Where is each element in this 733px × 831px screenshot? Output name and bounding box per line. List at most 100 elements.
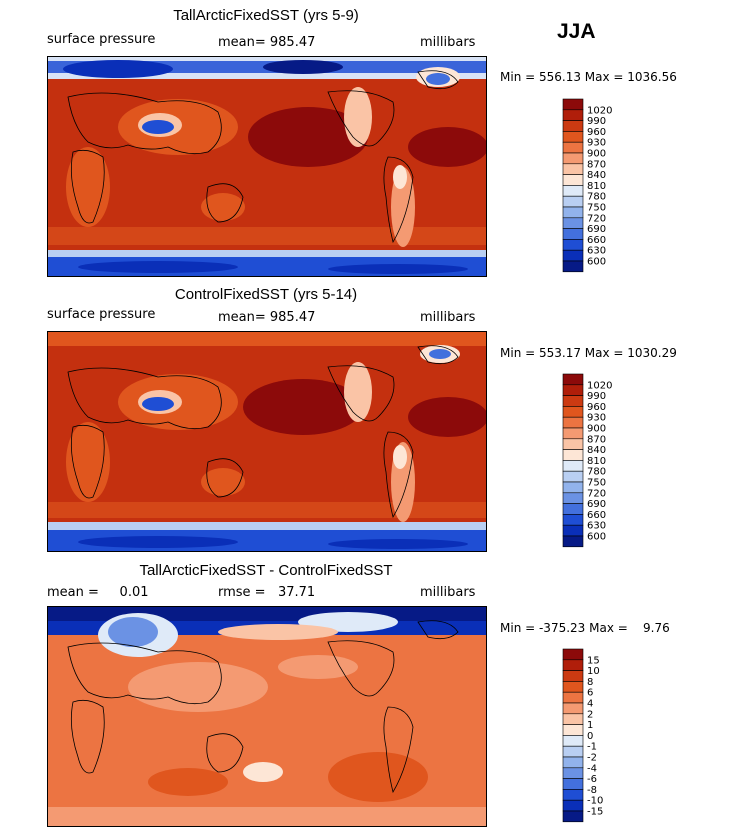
- colorbar-1-swatch: [562, 98, 584, 111]
- colorbar-3-swatch: [562, 745, 584, 758]
- colorbar-2-label: 750: [587, 478, 606, 489]
- colorbar-1-label: 900: [587, 149, 606, 160]
- colorbar-2-label: 780: [587, 467, 606, 478]
- colorbar-2-swatch: [562, 460, 584, 472]
- colorbar-3-swatch: [562, 756, 584, 769]
- colorbar-1-swatch: [562, 228, 584, 240]
- colorbar-3-swatch: [562, 789, 584, 801]
- colorbar-2-swatch: [562, 395, 584, 407]
- panel-3-mean-label: mean = 0.01: [47, 585, 149, 600]
- colorbar-3-label: 15: [587, 655, 600, 666]
- panel-2-ocean-field: [48, 332, 486, 551]
- colorbar-2-swatch: [562, 427, 584, 440]
- colorbar-2-label: 630: [587, 521, 606, 532]
- panel-2-mean-label: mean= 985.47: [218, 310, 316, 325]
- colorbar-1-label: 780: [587, 192, 606, 203]
- colorbar-3-swatch: [562, 778, 584, 790]
- colorbar-1-label: 630: [587, 246, 606, 257]
- colorbar-1-label: 600: [587, 257, 606, 268]
- colorbar-3-label: 8: [587, 677, 593, 688]
- colorbar-2-swatch: [562, 449, 584, 461]
- colorbar-2-label: 900: [587, 424, 606, 435]
- colorbar-1-swatch: [562, 131, 584, 143]
- colorbar-2-label: 1020: [587, 380, 612, 391]
- colorbar-1-swatch: [562, 239, 584, 251]
- colorbar-1-label: 810: [587, 181, 606, 192]
- panel-2-minmax: Min = 553.17 Max = 1030.29: [500, 346, 677, 360]
- colorbar-1-swatch: [562, 249, 584, 262]
- panel-1-minmax: Min = 556.13 Max = 1036.56: [500, 70, 677, 84]
- colorbar-3-swatch: [562, 691, 584, 704]
- colorbar-1-label: 720: [587, 213, 606, 224]
- colorbar-2-swatch: [562, 470, 584, 483]
- colorbar-3-label: -6: [587, 774, 597, 785]
- colorbar-3-swatch: [562, 724, 584, 736]
- colorbar-1-label: 1020: [587, 105, 612, 116]
- colorbar-2-label: 810: [587, 456, 606, 467]
- panel-1-mean-label: mean= 985.47: [218, 35, 316, 50]
- colorbar-1-label: 750: [587, 203, 606, 214]
- colorbar-3-swatch: [562, 702, 584, 715]
- colorbar-2-label: 660: [587, 510, 606, 521]
- panel-3-coastlines: [67, 620, 459, 794]
- panel-3-colorbar: 15 10 8 6 4 2 1 0 -1 -2 -4 -6 -8 -10 -15: [562, 648, 632, 824]
- colorbar-2-label: 930: [587, 413, 606, 424]
- colorbar-3-label: 1: [587, 720, 593, 731]
- colorbar-2-label: 870: [587, 434, 606, 445]
- colorbar-2-swatch: [562, 503, 584, 515]
- colorbar-3-label: -4: [587, 763, 597, 774]
- panel-1-coastlines: [67, 70, 459, 244]
- colorbar-2-swatch: [562, 416, 584, 429]
- colorbar-3-label: -2: [587, 753, 597, 764]
- panel-3-map: [47, 606, 487, 827]
- colorbar-2-label: 990: [587, 391, 606, 402]
- panel-2-coastlines: [67, 345, 459, 519]
- colorbar-1-swatch: [562, 217, 584, 229]
- colorbar-2-swatch: [562, 492, 584, 504]
- colorbar-2-swatch: [562, 514, 584, 526]
- panel-1-title: TallArcticFixedSST (yrs 5-9): [173, 7, 359, 24]
- colorbar-3-swatch: [562, 648, 584, 661]
- colorbar-1-label: 930: [587, 138, 606, 149]
- colorbar-1-swatch: [562, 195, 584, 208]
- panel-2-map: [47, 331, 487, 552]
- colorbar-1-label: 870: [587, 159, 606, 170]
- colorbar-1-label: 690: [587, 224, 606, 235]
- colorbar-1-swatch: [562, 163, 584, 175]
- colorbar-3-swatch: [562, 713, 584, 725]
- colorbar-2-label: 600: [587, 532, 606, 543]
- colorbar-2-swatch: [562, 384, 584, 396]
- colorbar-3-label: 0: [587, 731, 593, 742]
- colorbar-3-swatch: [562, 767, 584, 779]
- colorbar-3-label: 6: [587, 688, 593, 699]
- panel-3-units-label: millibars: [420, 585, 476, 600]
- colorbar-1-swatch: [562, 109, 584, 121]
- panel-2-colorbar: 1020 990 960 930 900 870 840 810 780 750 720 690 660…: [562, 373, 632, 549]
- colorbar-2-label: 960: [587, 402, 606, 413]
- colorbar-3-swatch: [562, 670, 584, 682]
- colorbar-1-swatch: [562, 174, 584, 186]
- colorbar-1-label: 960: [587, 127, 606, 138]
- colorbar-1-swatch: [562, 260, 584, 273]
- colorbar-3-swatch: [562, 681, 584, 693]
- colorbar-3-swatch: [562, 799, 584, 812]
- panel-3-title: TallArcticFixedSST - ControlFixedSST: [139, 562, 393, 579]
- colorbar-3-swatch: [562, 810, 584, 823]
- colorbar-2-swatch: [562, 373, 584, 386]
- colorbar-2-swatch: [562, 535, 584, 548]
- colorbar-2-label: 840: [587, 445, 606, 456]
- panel-1-map: [47, 56, 487, 277]
- colorbar-3-swatch: [562, 659, 584, 671]
- panel-3-minmax: Min = -375.23 Max = 9.76: [500, 621, 670, 635]
- season-label: JJA: [557, 20, 596, 43]
- panel-3-rmse-label: rmse = 37.71: [218, 585, 316, 600]
- colorbar-2-label: 690: [587, 499, 606, 510]
- panel-2-variable-label: surface pressure: [47, 307, 156, 322]
- colorbar-3-label: 10: [587, 666, 600, 677]
- colorbar-2-swatch: [562, 481, 584, 494]
- colorbar-2-swatch: [562, 406, 584, 418]
- colorbar-2-label: 720: [587, 488, 606, 499]
- colorbar-3-swatch: [562, 735, 584, 747]
- colorbar-1-label: 660: [587, 235, 606, 246]
- colorbar-3-label: -8: [587, 785, 597, 796]
